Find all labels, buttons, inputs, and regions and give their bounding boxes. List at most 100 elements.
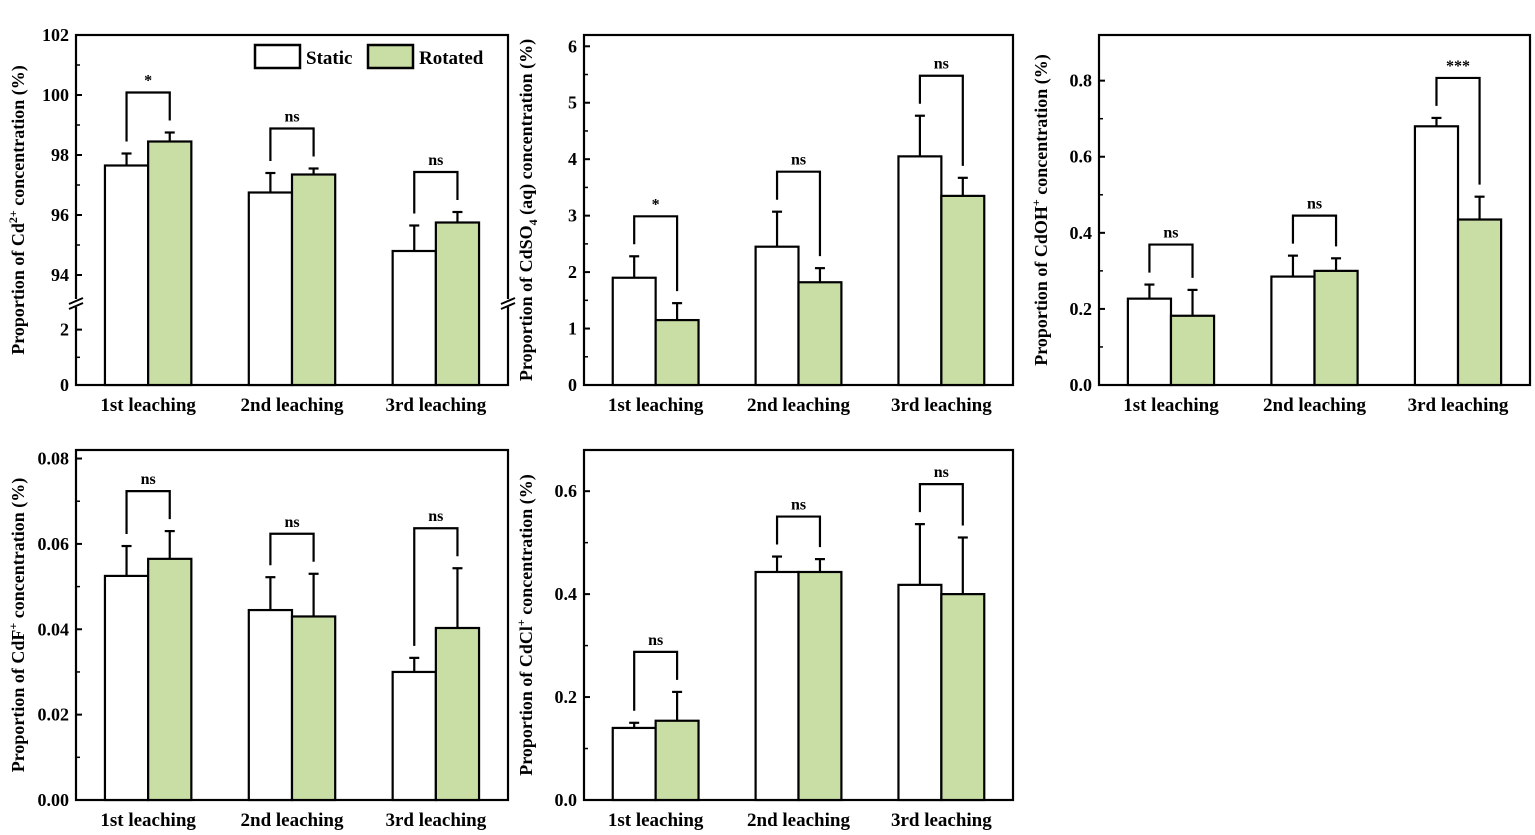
bar-static: [247, 608, 294, 802]
bar-rotated: [940, 194, 986, 387]
significance-bracket: [125, 91, 171, 142]
significance-bracket: [125, 489, 171, 535]
bar-rotated: [940, 593, 986, 802]
y-tick-label: 0.0: [1070, 375, 1093, 395]
bar-rotated: [1313, 269, 1359, 387]
bar-rotated: [290, 615, 337, 802]
x-tick-label: 2nd leaching: [747, 395, 850, 416]
significance-label: ns: [1163, 225, 1178, 242]
axis-break-mark: [500, 302, 516, 310]
y-tick-label: 0.06: [38, 534, 70, 554]
y-axis-label-subscript: 4: [526, 219, 540, 225]
significance-bracket: [1435, 76, 1481, 185]
chart-panel: 0 2 94 96 98 100 102 Proportion of Cd2+ concent…: [6, 25, 516, 416]
y-tick-label: 96: [51, 205, 69, 225]
significance-label: ns: [791, 152, 806, 169]
bar-rotated: [434, 221, 481, 387]
x-tick-label: 3rd leaching: [891, 810, 992, 831]
x-tick-label: 1st leaching: [100, 810, 196, 831]
y-axis-label-text: Proportion of CdOH: [1031, 206, 1051, 366]
bar-static: [247, 191, 294, 387]
significance-label: ns: [648, 632, 663, 649]
y-tick-label: 102: [42, 25, 69, 45]
y-axis-label-text: Proportion of CdF: [8, 630, 28, 773]
y-tick-label: 5: [568, 93, 577, 113]
bar-static: [754, 570, 800, 802]
y-axis-label-text: Proportion of CdSO: [516, 225, 536, 381]
y-tick-label: 0.08: [38, 449, 70, 469]
significance-bracket: [413, 527, 459, 646]
bar-rotated: [1456, 218, 1503, 387]
x-tick-label: 1st leaching: [100, 395, 196, 416]
y-axis-label-text: Proportion of Cd: [8, 223, 28, 355]
chart-panel: 0.00 0.02 0.04 0.06 0.08 Proportion of CdF+ c…: [6, 449, 510, 831]
y-tick-label: 2: [568, 262, 577, 282]
significance-label: ns: [1307, 196, 1322, 213]
y-tick-label: 3: [568, 206, 577, 226]
significance-label: ns: [284, 514, 299, 531]
y-tick-label: 0.2: [1070, 299, 1093, 319]
y-tick-label: 0.6: [555, 481, 578, 501]
y-tick-label: 100: [42, 85, 69, 105]
y-axis-label-text: concentration (%): [8, 478, 29, 623]
y-tick-label: 0.4: [1070, 223, 1093, 243]
significance-bracket: [413, 170, 459, 214]
bar-static: [391, 249, 437, 387]
legend: Static Rotated: [253, 43, 484, 70]
bar-static: [103, 164, 150, 387]
y-axis-label-text: concentration (%): [8, 65, 29, 210]
y-axis-label-text: concentration (%): [516, 474, 537, 619]
y-tick-label: 2: [60, 320, 69, 340]
y-axis-label-superscript: +: [1029, 199, 1043, 206]
bar-static: [611, 276, 657, 387]
bar-static: [103, 574, 150, 802]
x-tick-label: 3rd leaching: [1408, 395, 1509, 416]
y-tick-label: 0: [60, 375, 69, 395]
x-tick-label: 1st leaching: [608, 395, 704, 416]
significance-label: *: [144, 73, 152, 90]
y-axis-label-text: Proportion of CdCl: [516, 626, 536, 776]
legend-swatch-static: [253, 43, 302, 70]
y-tick-label: 6: [568, 36, 577, 56]
x-tick-label: 3rd leaching: [385, 810, 486, 831]
y-tick-label: 0.0: [555, 790, 578, 810]
bar-rotated: [434, 626, 481, 802]
axis-break-mark: [68, 302, 84, 310]
significance-label: ns: [284, 109, 299, 126]
significance-label: ns: [428, 152, 443, 169]
y-tick-label: 94: [51, 265, 69, 285]
x-tick-label: 2nd leaching: [747, 810, 850, 831]
bar-static: [1270, 275, 1316, 387]
significance-label: ns: [934, 56, 949, 73]
bar-static: [754, 245, 800, 387]
bar-rotated: [797, 570, 843, 802]
y-tick-label: 0: [568, 375, 577, 395]
y-tick-label: 4: [568, 149, 577, 169]
bar-static: [391, 670, 437, 802]
legend-label-rotated: Rotated: [419, 48, 484, 69]
x-tick-label: 2nd leaching: [241, 395, 344, 416]
y-tick-label: 98: [51, 145, 69, 165]
significance-label: *: [652, 196, 660, 213]
y-axis-label: Proportion of CdSO4 (aq) concentration (…: [516, 39, 540, 381]
y-tick-label: 0.02: [38, 705, 70, 725]
significance-bracket: [1291, 214, 1338, 247]
significance-bracket: [775, 515, 822, 548]
axis-break-gap: [505, 299, 511, 307]
significance-label: ns: [428, 508, 443, 525]
y-tick-label: 0.2: [555, 687, 578, 707]
significance-bracket: [633, 650, 679, 711]
x-tick-label: 3rd leaching: [385, 395, 486, 416]
x-tick-label: 1st leaching: [608, 810, 704, 831]
legend-swatch-rotated: [366, 43, 415, 70]
y-axis-label: Proportion of CdF+ concentration (%): [6, 478, 29, 772]
y-axis-label: Proportion of CdCl+ concentration (%): [514, 474, 537, 775]
bar-static: [897, 583, 943, 802]
y-axis-label-superscript: +: [514, 619, 528, 626]
bar-rotated: [797, 281, 843, 387]
chart-panel: 0.0 0.2 0.4 0.6 0.8 Proportion of CdOH+ conce…: [1029, 33, 1532, 416]
x-tick-label: 3rd leaching: [891, 395, 992, 416]
significance-label: ns: [934, 464, 949, 481]
bar-static: [611, 726, 657, 802]
